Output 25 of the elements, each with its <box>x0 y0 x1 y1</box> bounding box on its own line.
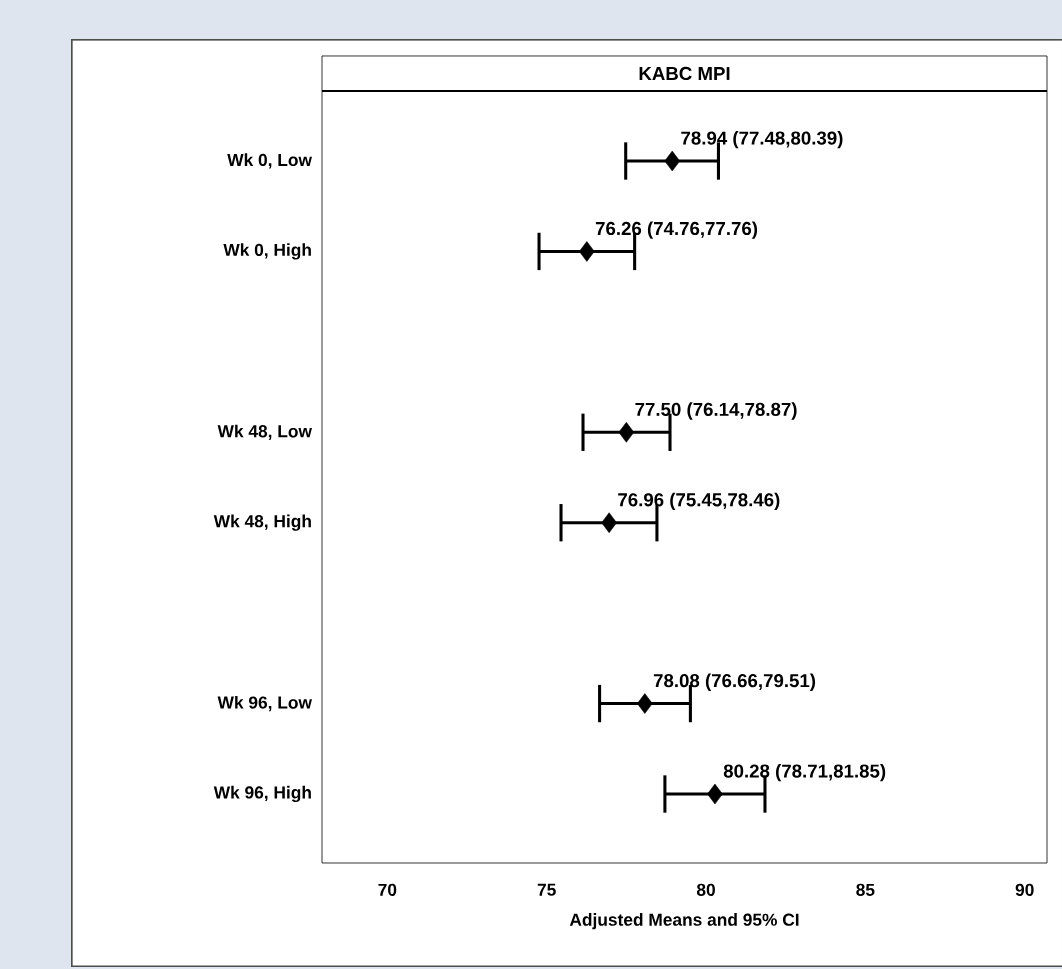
x-axis-title: Adjusted Means and 95% CI <box>569 913 799 930</box>
point <box>664 150 681 172</box>
y-tick-label: Wk 0, High <box>223 243 311 260</box>
data-label: 76.96 (75.45,78.46) <box>618 492 780 511</box>
chart-title: KABC MPI <box>639 66 730 81</box>
x-tick-label: 85 <box>856 883 875 896</box>
point <box>579 241 595 262</box>
y-tick-label: Wk 0, Low <box>227 153 312 169</box>
point <box>618 422 635 443</box>
x-tick-label: 75 <box>537 883 556 896</box>
data-label: 76.26 (74.76,77.76) <box>595 221 758 239</box>
point <box>707 783 723 805</box>
x-tick-label: 70 <box>378 883 397 896</box>
data-label: 78.94 (77.48,80.39) <box>681 130 843 149</box>
data-label: 77.50 (76.14,78.87) <box>635 402 797 420</box>
x-tick-label: 80 <box>696 883 715 896</box>
y-tick-label: Wk 96, High <box>213 785 311 803</box>
point <box>637 693 653 714</box>
y-tick-label: Wk 96, Low <box>217 695 312 712</box>
data-label: 78.08 (76.66,79.51) <box>653 673 816 691</box>
point <box>601 512 617 533</box>
y-tick-label: Wk 48, Low <box>217 424 312 440</box>
y-tick-label: Wk 48, High <box>213 514 311 531</box>
x-tick-label: 90 <box>1015 883 1034 896</box>
data-label: 80.28 (78.71,81.85) <box>723 763 886 782</box>
